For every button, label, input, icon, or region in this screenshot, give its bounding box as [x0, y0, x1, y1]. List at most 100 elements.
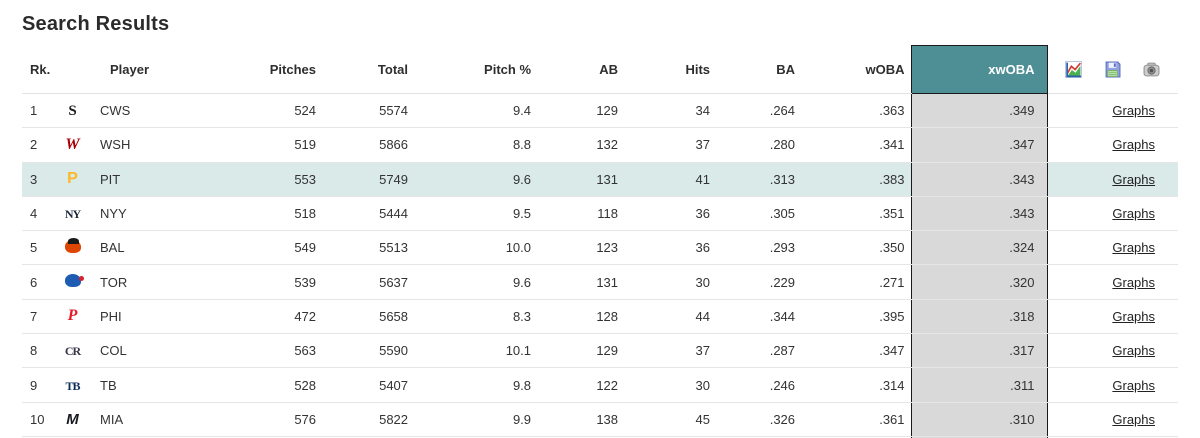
graphs-cell: Graphs: [1047, 333, 1179, 369]
ba-cell: .246: [710, 367, 796, 403]
col-header-pitch-pct[interactable]: Pitch %: [408, 45, 532, 94]
ab-cell: 122: [531, 367, 619, 403]
pitches-cell: 576: [250, 402, 317, 437]
graphs-cell: Graphs: [1047, 93, 1179, 129]
pitch-pct-cell: 10.0: [408, 230, 532, 266]
pitches-cell: 472: [250, 299, 317, 335]
woba-cell: .363: [795, 93, 912, 129]
team-logo-cell: [55, 264, 90, 300]
graphs-cell: Graphs: [1047, 127, 1179, 163]
graphs-cell: Graphs: [1047, 299, 1179, 335]
graphs-link[interactable]: Graphs: [1112, 206, 1156, 222]
graphs-cell: Graphs: [1047, 264, 1179, 300]
col-header-player[interactable]: Player: [55, 45, 251, 94]
team-logo-cell: CR: [55, 333, 90, 369]
chart-icon[interactable]: [1065, 60, 1083, 78]
hits-cell: 36: [618, 196, 711, 232]
save-icon[interactable]: [1104, 61, 1121, 78]
rank-cell: 7: [22, 299, 55, 335]
rank-cell: 3: [22, 162, 55, 197]
team-name-cell: NYY: [90, 196, 251, 232]
page-title: Search Results: [22, 13, 170, 35]
team-name-cell: WSH: [90, 127, 251, 163]
graphs-link[interactable]: Graphs: [1112, 343, 1156, 359]
team-logo-icon: M: [66, 410, 79, 428]
rank-cell: 5: [22, 230, 55, 266]
rank-cell: 10: [22, 402, 55, 437]
team-logo-icon: CR: [64, 344, 81, 359]
camera-icon[interactable]: [1143, 61, 1160, 78]
team-logo-icon: S: [68, 102, 77, 119]
team-name-cell: MIA: [90, 402, 251, 437]
team-logo-icon: [64, 274, 84, 288]
col-header-woba[interactable]: wOBA: [795, 45, 912, 94]
ab-cell: 138: [531, 402, 619, 437]
hits-cell: 34: [618, 93, 711, 129]
pitch-pct-cell: 8.8: [408, 127, 532, 163]
col-header-ba[interactable]: BA: [710, 45, 796, 94]
team-logo-icon: P: [67, 170, 78, 188]
xwoba-cell: .317: [910, 333, 1048, 369]
total-cell: 5658: [316, 299, 409, 335]
graphs-link[interactable]: Graphs: [1112, 411, 1156, 427]
hits-cell: 44: [618, 299, 711, 335]
col-header-xwoba[interactable]: xwOBA: [910, 45, 1048, 94]
team-logo-icon: P: [67, 307, 78, 325]
col-header-total[interactable]: Total: [316, 45, 409, 94]
graphs-link[interactable]: Graphs: [1112, 274, 1156, 290]
total-cell: 5866: [316, 127, 409, 163]
team-name-cell: PIT: [90, 162, 251, 197]
xwoba-cell: .347: [910, 127, 1048, 163]
table-header: Rk. Player Pitches Total Pitch % AB Hits…: [22, 45, 1179, 94]
pitch-pct-cell: 9.8: [408, 367, 532, 403]
hits-cell: 30: [618, 367, 711, 403]
rank-cell: 8: [22, 333, 55, 369]
ab-cell: 132: [531, 127, 619, 163]
graphs-cell: Graphs: [1047, 162, 1179, 197]
team-name-cell: CWS: [90, 93, 251, 129]
table-row-partial: [22, 436, 1178, 438]
ba-cell: .293: [710, 230, 796, 266]
ba-cell: .264: [710, 93, 796, 129]
ab-cell: 123: [531, 230, 619, 266]
rank-cell: 6: [22, 264, 55, 300]
rank-cell: 1: [22, 93, 55, 129]
graphs-link[interactable]: Graphs: [1112, 171, 1156, 187]
pitches-cell: 553: [250, 162, 317, 197]
col-header-hits[interactable]: Hits: [618, 45, 711, 94]
hits-cell: 37: [618, 127, 711, 163]
graphs-link[interactable]: Graphs: [1112, 137, 1156, 153]
woba-cell: .351: [795, 196, 912, 232]
col-header-ab[interactable]: AB: [531, 45, 619, 94]
team-logo-cell: M: [55, 402, 90, 437]
rank-cell: 4: [22, 196, 55, 232]
table-row: 7 P PHI 472 5658 8.3 128 44 .344 .395 .3…: [22, 299, 1179, 335]
graphs-link[interactable]: Graphs: [1112, 308, 1156, 324]
table-row: 4 NY NYY 518 5444 9.5 118 36 .305 .351 .…: [22, 196, 1179, 232]
ab-cell: 131: [531, 264, 619, 300]
graphs-link[interactable]: Graphs: [1112, 103, 1156, 119]
ab-cell: 129: [531, 333, 619, 369]
team-logo-icon: [64, 237, 81, 253]
ab-cell: 129: [531, 93, 619, 129]
pitch-pct-cell: 9.9: [408, 402, 532, 437]
col-header-rank[interactable]: Rk.: [22, 45, 55, 94]
graphs-link[interactable]: Graphs: [1112, 240, 1156, 256]
total-cell: 5574: [316, 93, 409, 129]
xwoba-cell: [910, 436, 1048, 438]
table-row: 2 W WSH 519 5866 8.8 132 37 .280 .341 .3…: [22, 127, 1179, 163]
woba-cell: .314: [795, 367, 912, 403]
table-row: 6 TOR 539 5637 9.6 131 30 .229 .271 .320…: [22, 264, 1179, 300]
xwoba-cell: .310: [910, 402, 1048, 437]
hits-cell: 45: [618, 402, 711, 437]
xwoba-cell: .320: [910, 264, 1048, 300]
col-header-pitches[interactable]: Pitches: [250, 45, 317, 94]
graphs-link[interactable]: Graphs: [1112, 377, 1156, 393]
pitches-cell: 563: [250, 333, 317, 369]
graphs-cell: Graphs: [1047, 230, 1179, 266]
xwoba-cell: .318: [910, 299, 1048, 335]
woba-cell: .383: [795, 162, 912, 197]
ba-cell: .326: [710, 402, 796, 437]
results-table: Rk. Player Pitches Total Pitch % AB Hits…: [22, 45, 1179, 438]
